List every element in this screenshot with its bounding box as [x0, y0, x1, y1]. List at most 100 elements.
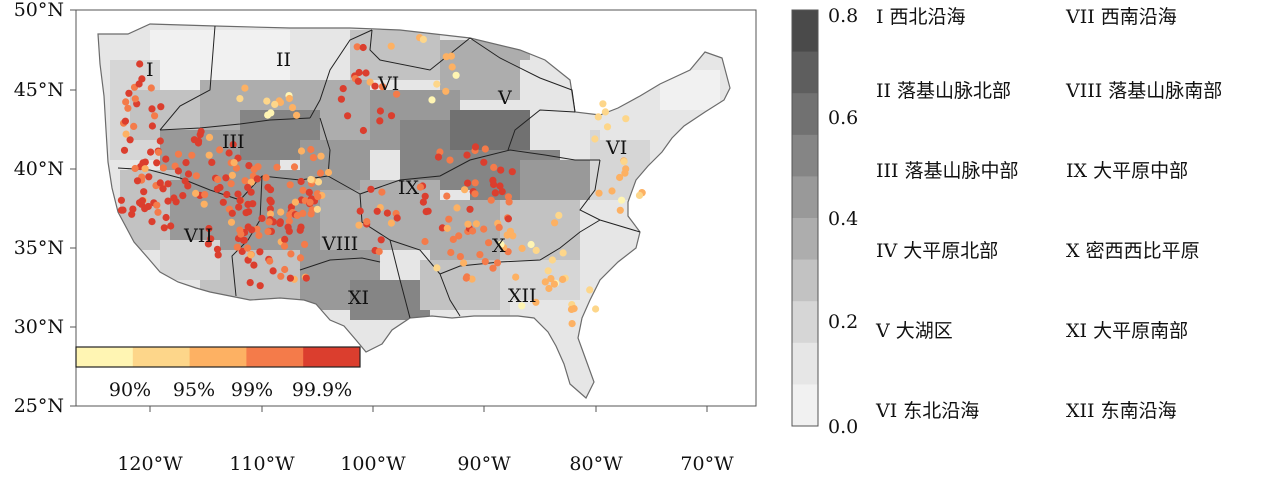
station-dot	[287, 203, 295, 211]
station-dot	[144, 202, 152, 211]
station-dot	[276, 218, 284, 226]
station-dot	[324, 168, 333, 177]
station-dot	[559, 275, 567, 283]
station-dot	[532, 246, 540, 254]
colorbar-swatch	[792, 176, 818, 219]
station-dot	[197, 127, 205, 136]
station-dot	[207, 235, 215, 243]
station-dots	[117, 34, 646, 328]
lat-tick-label: 45°N	[14, 79, 64, 101]
station-dot	[428, 96, 436, 104]
region-label: XII	[508, 285, 537, 307]
station-dot	[122, 130, 130, 138]
station-dot	[296, 226, 304, 234]
station-dot	[121, 117, 129, 125]
station-dot	[214, 175, 222, 184]
station-dot	[378, 83, 387, 91]
station-dot	[463, 151, 471, 159]
station-dot	[449, 235, 457, 243]
region-legend-item: XII 东南沿海	[1066, 400, 1177, 422]
lon-tick-label: 70°W	[680, 453, 734, 475]
station-dot	[307, 145, 315, 154]
station-dot	[506, 227, 514, 235]
station-dot	[603, 123, 612, 131]
station-dot	[497, 166, 505, 174]
station-dot	[359, 126, 367, 135]
station-dot	[471, 143, 480, 151]
station-dot	[314, 178, 323, 186]
station-dot	[518, 244, 526, 252]
station-dot	[205, 151, 213, 159]
station-dot	[447, 248, 455, 257]
region-label: I	[146, 59, 154, 81]
percentile-label: 90%	[109, 379, 151, 401]
station-dot	[162, 213, 170, 222]
station-dot	[216, 146, 224, 154]
station-dot	[489, 176, 497, 184]
region-label: IX	[398, 177, 420, 199]
station-dot	[339, 85, 347, 93]
station-dot	[230, 159, 238, 167]
station-dot	[490, 163, 498, 171]
station-dot	[472, 220, 480, 228]
station-dot	[559, 249, 567, 257]
station-dot	[174, 150, 183, 158]
region-legend-item: VII 西南沿海	[1066, 6, 1177, 28]
station-dot	[476, 251, 484, 259]
percentile-legend: 90% 95% 99% 99.9%	[75, 346, 361, 401]
station-dot	[126, 136, 134, 144]
station-dot	[493, 259, 502, 267]
station-dot	[383, 209, 391, 217]
station-dot	[378, 188, 386, 196]
station-dot	[160, 224, 168, 232]
station-dot	[504, 215, 512, 223]
station-dot	[621, 169, 629, 177]
station-dot	[219, 198, 227, 206]
station-dot	[182, 159, 190, 167]
colorbar-swatch	[792, 134, 818, 177]
station-dot	[287, 250, 295, 258]
colorbar-tick-label: 0.2	[828, 311, 858, 333]
station-dot	[117, 206, 126, 214]
region-legend-item: XI 大平原南部	[1066, 320, 1189, 342]
station-dot	[568, 320, 576, 328]
station-dot	[247, 178, 255, 186]
station-dot	[301, 240, 309, 248]
station-dot	[205, 224, 213, 233]
station-dot	[453, 204, 461, 212]
station-dot	[245, 162, 253, 170]
station-dot	[255, 231, 263, 240]
station-dot	[128, 210, 136, 218]
station-dot	[464, 220, 472, 228]
station-dot	[140, 188, 148, 196]
station-dot	[250, 261, 258, 269]
station-dot	[263, 97, 271, 105]
station-dot	[286, 274, 294, 282]
station-dot	[296, 254, 305, 262]
station-dot	[266, 210, 275, 218]
station-dot	[433, 80, 441, 88]
station-dot	[253, 225, 261, 233]
station-dot	[293, 111, 301, 119]
station-dot	[232, 164, 241, 172]
station-dot	[228, 209, 236, 217]
region-label: VII	[183, 225, 213, 247]
station-dot	[527, 240, 535, 249]
station-dot	[238, 247, 246, 255]
station-dot	[290, 163, 299, 171]
station-dot	[460, 259, 468, 267]
colorbar-swatch	[792, 384, 818, 427]
station-dot	[496, 182, 504, 190]
station-dot	[443, 224, 451, 232]
station-dot	[138, 197, 146, 205]
station-dot	[608, 187, 616, 195]
lon-tick-label: 100°W	[340, 453, 406, 475]
station-dot	[422, 208, 430, 216]
station-dot	[155, 148, 163, 156]
station-dot	[241, 84, 249, 92]
station-dot	[222, 174, 230, 182]
station-dot	[277, 272, 285, 280]
region-label: VI	[605, 137, 627, 159]
station-dot	[237, 230, 245, 238]
